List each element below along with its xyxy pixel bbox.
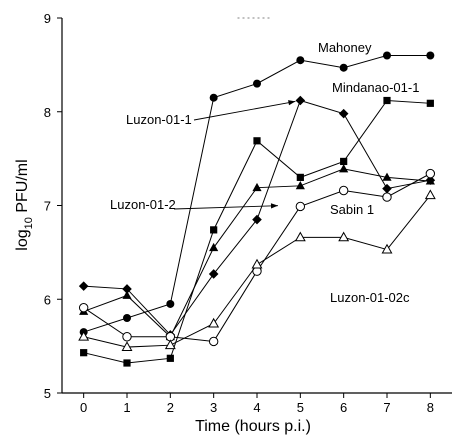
data-point-open-triangle — [121, 341, 133, 351]
data-point-filled-square — [296, 173, 304, 181]
y-tick-label: 7 — [44, 199, 51, 214]
y-axis-title-prefix: log — [14, 229, 31, 250]
data-point-filled-diamond — [252, 214, 262, 225]
y-tick-label: 6 — [44, 292, 51, 307]
series-label: Sabin 1 — [330, 202, 374, 217]
data-point-filled-triangle — [122, 290, 132, 299]
data-point-filled-circle — [339, 63, 348, 72]
data-point-filled-square — [253, 137, 261, 145]
x-tick-label: 3 — [210, 400, 217, 415]
data-point-open-circle — [78, 302, 89, 313]
data-point-open-triangle — [338, 231, 350, 242]
data-point-open-triangle — [381, 243, 393, 254]
data-point-open-circle — [122, 332, 132, 342]
data-point-filled-diamond — [78, 281, 89, 291]
x-axis-title: Time (hours p.i.) — [195, 418, 311, 435]
data-point-open-triangle — [424, 189, 436, 200]
data-point-filled-circle — [426, 51, 435, 60]
axes: 0 1 2 3 4 5 6 7 8 5 6 7 8 9 — [44, 11, 452, 415]
x-tick-label: 4 — [253, 400, 260, 415]
series-luzon-01-02c — [78, 189, 436, 351]
data-point-filled-circle — [383, 51, 391, 60]
x-tick-label: 2 — [167, 400, 174, 415]
data-point-filled-circle — [166, 299, 175, 308]
data-point-filled-square — [123, 359, 131, 367]
series-line — [83, 168, 431, 338]
data-point-filled-square — [210, 226, 218, 234]
data-point-open-circle — [425, 168, 436, 179]
y-tick-label: 8 — [44, 105, 51, 120]
series-label: Mahoney — [318, 40, 372, 55]
y-axis-title: log10 PFU/ml — [14, 159, 35, 250]
data-point-filled-triangle — [382, 172, 392, 181]
label-pointer-arrowhead — [288, 100, 296, 106]
x-tick-label: 8 — [427, 400, 434, 415]
label-pointer-line — [193, 100, 296, 121]
data-point-open-triangle — [208, 317, 220, 328]
x-tick-label: 6 — [340, 400, 347, 415]
data-point-filled-triangle — [209, 242, 219, 252]
annotation-layer: Mahoney Mindanao-01-1 Luzon-01-1 Luzon-01-2… — [110, 40, 419, 305]
data-point-filled-diamond — [382, 183, 392, 194]
data-point-filled-square — [383, 96, 391, 105]
series-sabin-1 — [78, 168, 436, 347]
data-point-open-circle — [338, 185, 349, 196]
y-tick-label: 9 — [44, 11, 51, 26]
label-pointer-arrowhead — [270, 203, 279, 209]
data-point-filled-triangle — [425, 176, 435, 185]
data-point-filled-circle — [253, 79, 261, 88]
label-pointer-line — [173, 205, 279, 210]
x-tick-label: 7 — [383, 400, 390, 415]
data-point-open-triangle — [164, 339, 176, 350]
data-point-filled-diamond — [208, 269, 219, 279]
data-point-filled-triangle — [295, 181, 305, 190]
data-point-filled-circle — [123, 314, 131, 322]
series-label: Luzon-01-1 — [126, 112, 192, 127]
series-luzon-01-2 — [79, 164, 435, 341]
data-point-filled-triangle — [252, 182, 262, 192]
data-point-filled-square — [80, 349, 88, 357]
x-tick-label: 0 — [80, 400, 87, 415]
data-point-open-circle — [208, 336, 219, 347]
data-point-open-circle — [295, 201, 306, 212]
data-point-filled-circle — [209, 93, 218, 102]
data-point-open-triangle — [78, 330, 90, 341]
data-point-open-triangle — [294, 231, 306, 242]
x-tick-label: 1 — [123, 400, 130, 415]
data-point-filled-square — [166, 354, 174, 362]
data-point-filled-circle — [296, 56, 305, 65]
series-label: Luzon-01-02c — [330, 290, 410, 305]
data-point-open-triangle — [251, 258, 263, 269]
data-point-filled-diamond — [338, 108, 349, 119]
data-point-open-circle — [382, 192, 392, 202]
y-axis-title-subscript: 10 — [23, 217, 35, 229]
series-label: Luzon-01-2 — [110, 197, 176, 212]
series-mindanao-01-1 — [80, 96, 434, 367]
y-tick-label: 5 — [44, 386, 51, 401]
data-point-filled-diamond — [295, 95, 306, 106]
x-tick-label: 5 — [297, 400, 304, 415]
data-point-filled-triangle — [339, 164, 349, 173]
y-axis-title-suffix: PFU/ml — [14, 159, 31, 217]
data-point-filled-diamond — [122, 284, 132, 294]
series-layer — [78, 51, 436, 367]
data-point-filled-square — [340, 157, 348, 166]
series-label: Mindanao-01-1 — [332, 80, 419, 95]
data-point-filled-square — [426, 99, 434, 107]
